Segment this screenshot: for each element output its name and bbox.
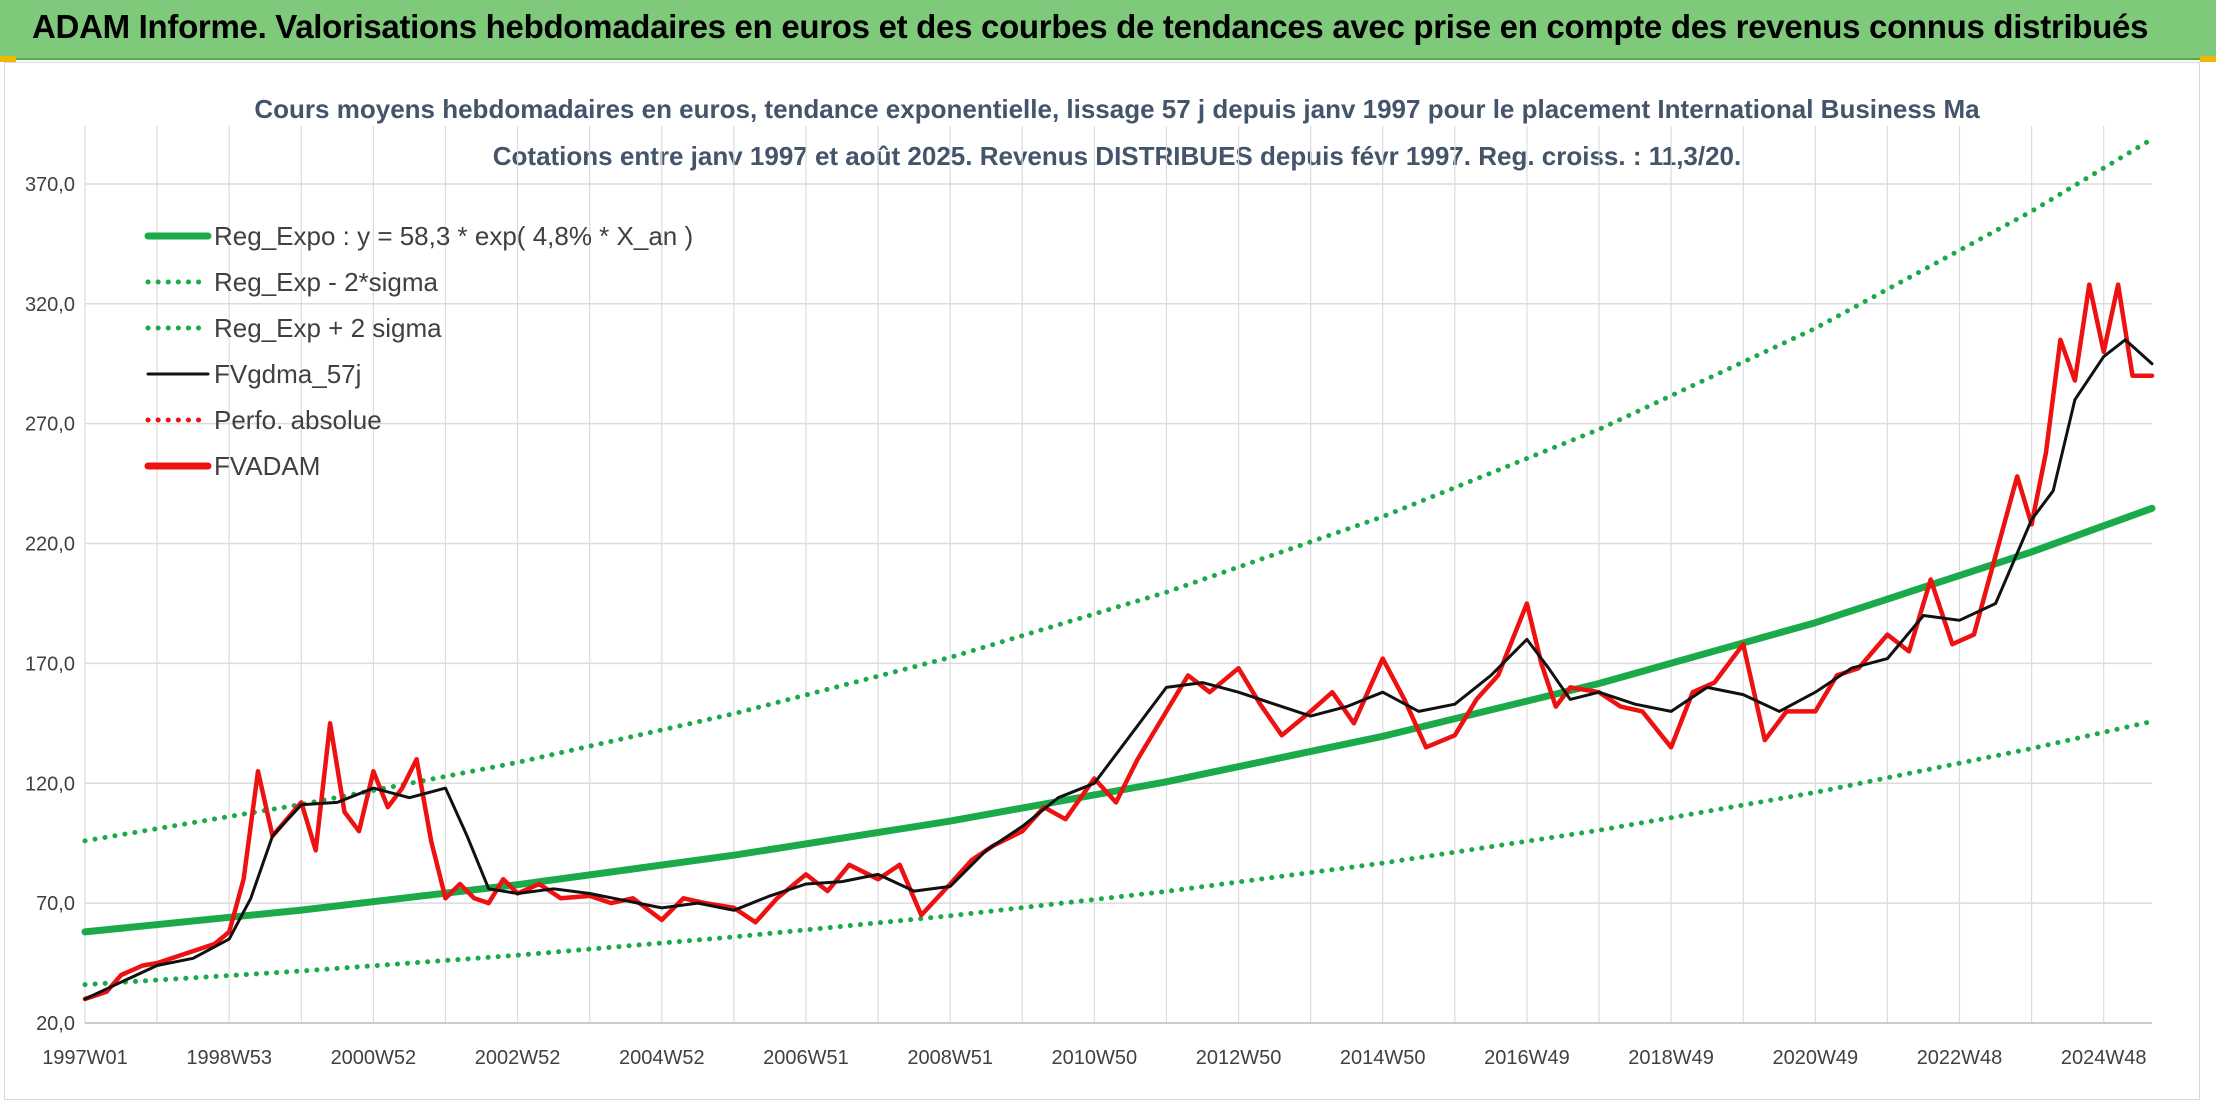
series-line-reg-exp-2-sigma <box>82 136 2155 844</box>
y-tick-label: 370,0 <box>25 174 75 196</box>
x-tick-label: 2016W49 <box>1484 1047 1570 1069</box>
series-line-fvadam <box>82 282 2155 1002</box>
report-title: ADAM Informe. Valorisations hebdomadaire… <box>32 8 2149 45</box>
y-tick-label: 170,0 <box>25 653 75 675</box>
y-tick-label: 220,0 <box>25 534 75 556</box>
legend-label: Perfo. absolue <box>214 405 382 435</box>
x-tick-label: 1997W01 <box>42 1047 128 1069</box>
x-tick-label: 2002W52 <box>475 1047 561 1069</box>
chart-subtitle: Cotations entre janv 1997 et août 2025. … <box>493 141 1742 171</box>
y-tick-label: 120,0 <box>25 773 75 795</box>
x-tick-label: 2008W51 <box>907 1047 993 1069</box>
series-line-reg-exp-2-sigma <box>82 718 2155 988</box>
report-banner: ADAM Informe. Valorisations hebdomadaire… <box>0 0 2216 60</box>
grid <box>84 126 2152 1024</box>
chart-frame <box>4 62 2200 1100</box>
legend-label: Reg_Exp - 2*sigma <box>214 267 439 297</box>
x-tick-label: 1998W53 <box>186 1047 272 1069</box>
y-tick-label: 20,0 <box>36 1013 75 1035</box>
y-tick-label: 320,0 <box>25 294 75 316</box>
chart-title: Cours moyens hebdomadaires en euros, ten… <box>254 94 1980 124</box>
legend-label: FVADAM <box>214 451 320 481</box>
x-tick-label: 2012W50 <box>1196 1047 1282 1069</box>
x-tick-label: 2014W50 <box>1340 1047 1426 1069</box>
x-tick-label: 2020W49 <box>1772 1047 1858 1069</box>
x-tick-label: 2022W48 <box>1917 1047 2003 1069</box>
series-layer <box>81 136 2156 1002</box>
x-tick-label: 2000W52 <box>331 1047 417 1069</box>
x-tick-label: 2004W52 <box>619 1047 705 1069</box>
legend-label: Reg_Exp + 2 sigma <box>214 313 442 343</box>
y-tick-label: 270,0 <box>25 414 75 436</box>
x-tick-label: 2010W50 <box>1052 1047 1138 1069</box>
x-tick-label: 2006W51 <box>763 1047 849 1069</box>
legend-label: FVgdma_57j <box>214 359 361 389</box>
y-tick-label: 70,0 <box>36 893 75 915</box>
series-line-fvgdma-57j <box>83 338 2154 1001</box>
corner-marker-top-right <box>2200 56 2216 62</box>
legend: Reg_Expo : y = 58,3 * exp( 4,8% * X_an )… <box>144 221 693 481</box>
axis-ticks: 20,0 70,0 120,0 170,0 220,0 270,0 320,0 370,0 19… <box>25 174 2147 1069</box>
x-tick-label: 2018W49 <box>1628 1047 1714 1069</box>
x-tick-label: 2024W48 <box>2061 1047 2147 1069</box>
corner-marker-top-left <box>0 56 16 62</box>
series-line-reg-expo-y-58-3-exp-4-8-x-an <box>81 504 2156 936</box>
legend-label: Reg_Expo : y = 58,3 * exp( 4,8% * X_an ) <box>214 221 693 251</box>
